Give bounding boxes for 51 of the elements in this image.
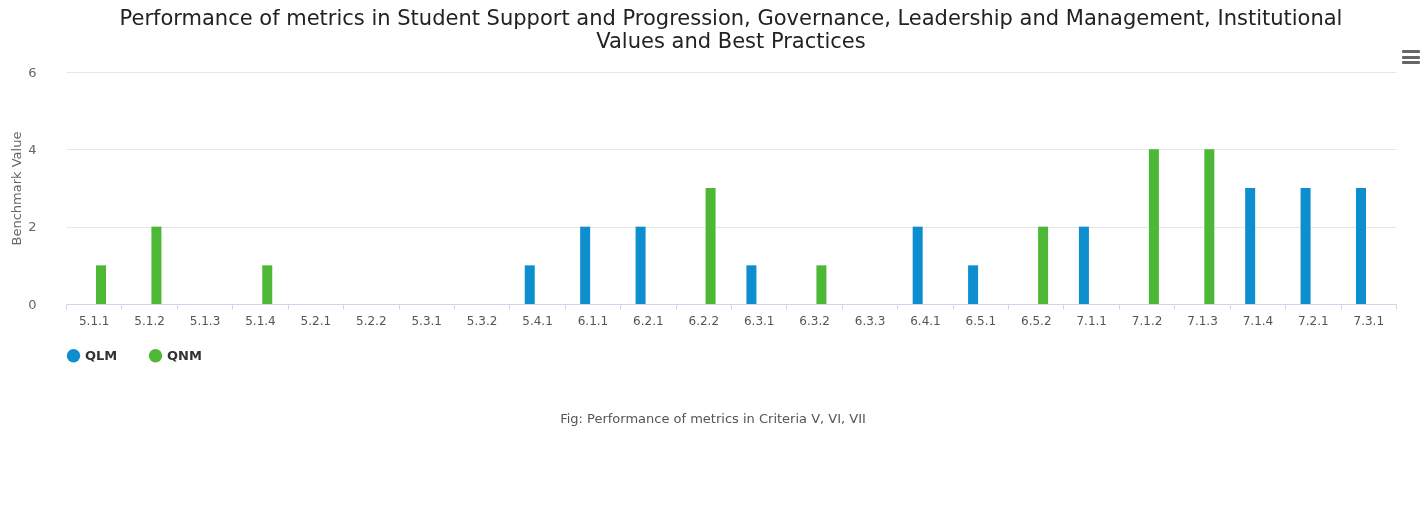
bar xyxy=(968,265,979,304)
bar xyxy=(912,226,923,304)
chart-title: Performance of metrics in Student Support and Progression, Governance, Leadership and Management, Institutional Values and Best Practices xyxy=(119,6,1343,53)
bar xyxy=(635,226,646,304)
x-tick-label: 6.5.1 xyxy=(965,313,997,328)
x-tick-label: 6.3.1 xyxy=(743,313,775,328)
bar xyxy=(580,226,591,304)
x-tick-label: 5.3.2 xyxy=(466,313,498,328)
bar xyxy=(1300,188,1311,304)
y-tick-label: 2 xyxy=(28,219,37,235)
x-tick-label: 6.3.2 xyxy=(799,313,830,328)
y-tick-label: 6 xyxy=(28,64,37,80)
x-tick-label: 7.1.1 xyxy=(1076,313,1107,328)
bar xyxy=(705,188,716,304)
x-tick-label: 7.1.3 xyxy=(1187,313,1218,328)
x-tick-label: 7.3.1 xyxy=(1353,313,1385,328)
bar xyxy=(151,226,162,304)
y-tick-label: 0 xyxy=(28,296,37,312)
bar xyxy=(262,265,273,304)
legend-label: QLM xyxy=(85,347,118,363)
bar xyxy=(1356,188,1366,304)
bar xyxy=(1078,226,1089,304)
x-tick-label: 7.1.2 xyxy=(1131,313,1163,328)
x-tick-label: 5.2.1 xyxy=(300,313,332,328)
x-tick-label: 5.1.1 xyxy=(78,313,110,328)
x-tick-label: 6.2.1 xyxy=(633,313,664,328)
bar xyxy=(1038,226,1049,304)
y-tick-label: 4 xyxy=(28,141,37,157)
bar xyxy=(524,265,535,304)
text: Fig: Performance of metrics in Criteria V, VI, VII xyxy=(559,411,867,426)
bar xyxy=(1245,188,1256,304)
x-tick-label: 5.1.3 xyxy=(189,313,221,328)
x-tick-label: 5.1.2 xyxy=(134,313,165,328)
x-tick-label: 6.1.1 xyxy=(577,313,609,328)
x-tick-label: 7.2.1 xyxy=(1298,313,1329,328)
bar xyxy=(816,265,827,304)
x-tick-label: 7.1.4 xyxy=(1242,313,1274,328)
x-tick-label: 6.3.3 xyxy=(854,313,886,328)
x-tick-label: 5.4.1 xyxy=(522,313,553,328)
x-tick-label: 6.5.2 xyxy=(1021,313,1052,328)
x-tick-label: 6.2.2 xyxy=(688,313,720,328)
x-tick-label: 5.2.2 xyxy=(356,313,387,328)
x-tick-label: 6.4.1 xyxy=(910,313,941,328)
y-axis-title: Benchmark Value xyxy=(9,131,25,246)
bar xyxy=(1148,149,1159,304)
x-tick-label: 5.1.4 xyxy=(245,313,276,328)
bar xyxy=(746,265,757,304)
legend-label: QNM xyxy=(167,347,202,363)
bar xyxy=(1204,149,1215,304)
x-tick-label: 5.3.1 xyxy=(411,313,442,328)
bar xyxy=(96,265,106,304)
